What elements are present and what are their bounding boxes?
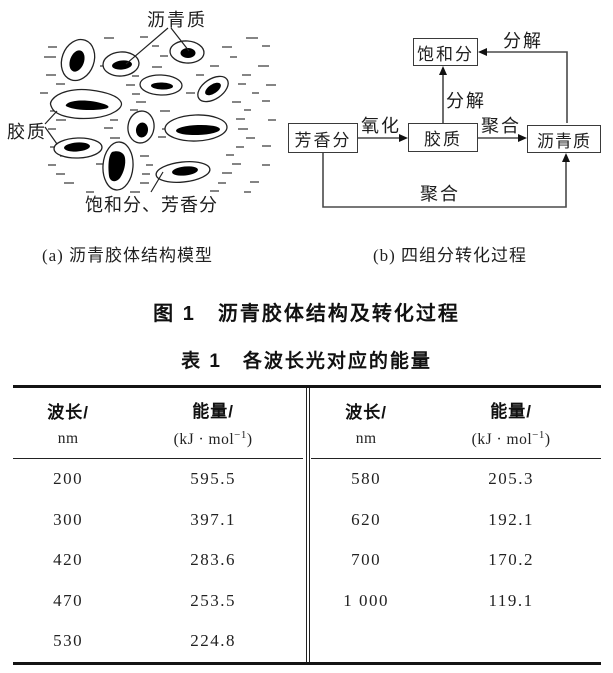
table-left-half: 波长/ nm 能量/ (kJ · mol−1) 200 595.5 300 39…: [13, 388, 303, 662]
cell-energy: 224.8: [190, 631, 236, 651]
col-header-energy: 能量/: [490, 401, 532, 421]
caption-b: (b) 四组分转化过程: [372, 246, 528, 265]
cell-energy: 170.2: [488, 550, 534, 570]
label-asphaltene: 沥青质: [147, 10, 207, 30]
table-row: 530 224.8: [13, 621, 303, 662]
table-row: 420 283.6: [13, 540, 303, 581]
cell-energy: 253.5: [190, 590, 236, 610]
box-asphaltene: 沥青质: [527, 125, 601, 153]
table-row: 700 170.2: [311, 540, 601, 581]
cell-energy: 283.6: [190, 550, 236, 570]
col-unit-energy: (kJ · mol−1): [173, 428, 253, 449]
table-row: 1 000 119.1: [311, 581, 601, 622]
col-unit-energy: (kJ · mol−1): [471, 428, 551, 449]
col-unit-wavelength: nm: [57, 430, 79, 447]
cell-wavelength: 420: [53, 550, 84, 570]
cell-wavelength: 1 000: [343, 590, 389, 610]
table-header: 波长/ nm 能量/ (kJ · mol−1): [13, 388, 303, 459]
box-resin: 胶质: [408, 123, 478, 152]
box-aromatics: 芳香分: [288, 123, 358, 153]
col-header-wavelength: 波长/: [47, 403, 89, 422]
energy-table: 波长/ nm 能量/ (kJ · mol−1) 200 595.5 300 39…: [13, 385, 601, 665]
table-row: 300 397.1: [13, 500, 303, 541]
table-right-half: 波长/ nm 能量/ (kJ · mol−1) 580 205.3 620 19…: [311, 388, 601, 662]
table-caption: 表 1 各波长光对应的能量: [181, 351, 432, 372]
caption-a: (a) 沥青胶体结构模型: [41, 246, 214, 265]
cell-energy: 397.1: [190, 509, 236, 529]
box-saturates: 饱和分: [413, 38, 478, 66]
cell-wavelength: 530: [53, 631, 84, 651]
cell-wavelength: 620: [351, 509, 382, 529]
table-center-divider: [306, 388, 310, 662]
cell-wavelength: 200: [53, 469, 84, 489]
medium-dashes: [40, 36, 276, 193]
label-decompose-mid: 分解: [446, 91, 486, 111]
cell-energy: 595.5: [190, 469, 236, 489]
label-oxidation: 氧化: [361, 116, 401, 136]
colloid-structure-drawing: [40, 27, 276, 193]
table-row: 200 595.5: [13, 459, 303, 500]
cell-energy: 205.3: [488, 469, 534, 489]
table-row: 580 205.3: [311, 459, 601, 500]
cell-wavelength: 580: [351, 469, 382, 489]
cell-wavelength: 300: [53, 509, 84, 529]
table-row: 620 192.1: [311, 500, 601, 541]
cell-energy: 119.1: [488, 590, 534, 610]
col-header-energy: 能量/: [192, 401, 234, 421]
cell-energy: 192.1: [488, 509, 534, 529]
table-row: 470 253.5: [13, 581, 303, 622]
table-header: 波长/ nm 能量/ (kJ · mol−1): [311, 388, 601, 459]
label-polymerize-bottom: 聚合: [420, 184, 460, 204]
label-polymerize-right: 聚合: [481, 116, 521, 136]
asphaltene-cores: [64, 48, 221, 182]
col-unit-wavelength: nm: [355, 430, 377, 447]
cell-wavelength: 470: [53, 590, 84, 610]
cell-wavelength: 700: [351, 550, 382, 570]
label-saturates-aromatics: 饱和分、芳香分: [85, 195, 218, 215]
label-resin: 胶质: [7, 122, 47, 142]
leader-lines: [44, 27, 190, 193]
table-row: [311, 621, 601, 662]
conversion-flow-lines: [322, 48, 570, 208]
label-decompose-top: 分解: [503, 31, 543, 51]
col-header-wavelength: 波长/: [345, 403, 387, 422]
figure-caption: 图 1 沥青胶体结构及转化过程: [153, 303, 460, 325]
